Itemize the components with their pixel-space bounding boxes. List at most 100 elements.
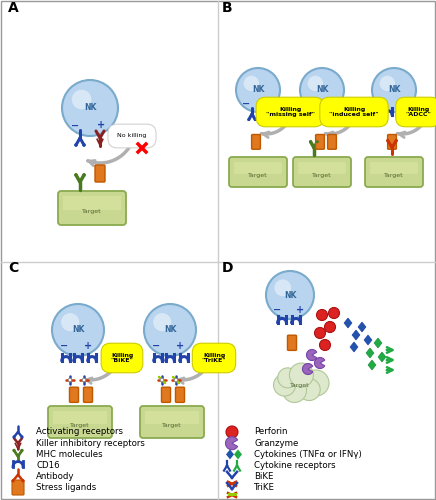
FancyBboxPatch shape bbox=[293, 157, 351, 187]
Circle shape bbox=[278, 368, 298, 388]
Circle shape bbox=[290, 363, 313, 387]
Circle shape bbox=[11, 479, 14, 482]
Text: −: − bbox=[152, 341, 160, 351]
Text: BiKE: BiKE bbox=[254, 472, 273, 482]
FancyBboxPatch shape bbox=[69, 387, 78, 402]
Circle shape bbox=[21, 479, 24, 482]
Text: Stress ligands: Stress ligands bbox=[36, 484, 96, 492]
Text: NK: NK bbox=[164, 326, 176, 334]
FancyBboxPatch shape bbox=[298, 162, 346, 174]
FancyBboxPatch shape bbox=[316, 134, 324, 149]
Circle shape bbox=[52, 304, 104, 356]
Circle shape bbox=[12, 436, 16, 438]
Text: NK: NK bbox=[84, 104, 96, 112]
Text: CD16: CD16 bbox=[36, 461, 60, 470]
FancyBboxPatch shape bbox=[229, 157, 287, 187]
Text: Killing
"missing self": Killing "missing self" bbox=[266, 106, 314, 118]
Text: Target: Target bbox=[290, 384, 310, 388]
Circle shape bbox=[20, 436, 24, 438]
Text: −: − bbox=[306, 98, 314, 108]
Wedge shape bbox=[314, 358, 325, 368]
Text: −: − bbox=[378, 98, 386, 108]
Circle shape bbox=[82, 173, 86, 177]
FancyBboxPatch shape bbox=[12, 480, 24, 495]
Circle shape bbox=[174, 378, 178, 382]
Circle shape bbox=[247, 118, 250, 121]
Circle shape bbox=[62, 80, 118, 136]
Circle shape bbox=[74, 143, 78, 147]
Circle shape bbox=[254, 118, 257, 121]
Circle shape bbox=[300, 68, 344, 112]
Text: Activating receptors: Activating receptors bbox=[36, 428, 123, 436]
FancyBboxPatch shape bbox=[145, 411, 199, 424]
Polygon shape bbox=[364, 335, 372, 345]
Text: A: A bbox=[8, 1, 19, 15]
Text: +: + bbox=[97, 120, 105, 130]
Text: Target: Target bbox=[82, 208, 102, 214]
Circle shape bbox=[273, 374, 296, 396]
Text: Killer inhibitory receptors: Killer inhibitory receptors bbox=[36, 438, 145, 448]
Text: Killing
"BiKE": Killing "BiKE" bbox=[111, 352, 133, 364]
Circle shape bbox=[298, 378, 320, 400]
FancyBboxPatch shape bbox=[327, 134, 337, 149]
Polygon shape bbox=[378, 352, 386, 362]
Text: Cytokine receptors: Cytokine receptors bbox=[254, 461, 336, 470]
Circle shape bbox=[20, 449, 24, 452]
Circle shape bbox=[61, 313, 79, 332]
Text: No killing: No killing bbox=[117, 134, 146, 138]
Text: +: + bbox=[327, 98, 335, 108]
Text: TriKE: TriKE bbox=[254, 484, 275, 492]
Text: B: B bbox=[222, 1, 233, 15]
Circle shape bbox=[303, 370, 329, 396]
Circle shape bbox=[226, 426, 238, 438]
Text: NK: NK bbox=[284, 290, 296, 300]
Circle shape bbox=[153, 313, 171, 332]
FancyBboxPatch shape bbox=[48, 406, 112, 438]
Circle shape bbox=[328, 308, 340, 318]
Polygon shape bbox=[344, 318, 352, 328]
FancyBboxPatch shape bbox=[95, 165, 105, 182]
Circle shape bbox=[317, 310, 327, 320]
FancyBboxPatch shape bbox=[63, 196, 121, 210]
Circle shape bbox=[82, 378, 86, 382]
Circle shape bbox=[72, 90, 92, 110]
Circle shape bbox=[316, 140, 319, 143]
FancyBboxPatch shape bbox=[140, 406, 204, 438]
Wedge shape bbox=[225, 436, 238, 450]
Polygon shape bbox=[350, 342, 358, 352]
Polygon shape bbox=[374, 338, 382, 348]
Polygon shape bbox=[352, 330, 360, 340]
Text: +: + bbox=[263, 98, 271, 108]
FancyBboxPatch shape bbox=[58, 191, 126, 225]
Circle shape bbox=[82, 143, 86, 147]
Circle shape bbox=[68, 378, 72, 382]
Text: Target: Target bbox=[384, 172, 404, 178]
Text: NK: NK bbox=[388, 86, 400, 94]
Circle shape bbox=[324, 322, 335, 332]
Text: Killing
"ADCC": Killing "ADCC" bbox=[405, 106, 431, 118]
Circle shape bbox=[320, 340, 330, 350]
Polygon shape bbox=[234, 450, 242, 460]
FancyBboxPatch shape bbox=[161, 387, 170, 402]
Text: Target: Target bbox=[70, 422, 90, 428]
Circle shape bbox=[236, 68, 280, 112]
Circle shape bbox=[395, 139, 398, 142]
FancyBboxPatch shape bbox=[234, 162, 282, 174]
Text: +: + bbox=[399, 98, 407, 108]
Wedge shape bbox=[303, 364, 313, 374]
FancyBboxPatch shape bbox=[175, 387, 184, 402]
Circle shape bbox=[283, 378, 307, 402]
Circle shape bbox=[314, 328, 326, 338]
FancyBboxPatch shape bbox=[287, 335, 296, 350]
Circle shape bbox=[144, 304, 196, 356]
FancyBboxPatch shape bbox=[252, 134, 260, 149]
Text: +: + bbox=[176, 341, 184, 351]
Wedge shape bbox=[307, 350, 317, 360]
Circle shape bbox=[380, 76, 395, 91]
Text: C: C bbox=[8, 261, 18, 275]
FancyBboxPatch shape bbox=[83, 387, 92, 402]
Text: Perforin: Perforin bbox=[254, 428, 287, 436]
Text: NK: NK bbox=[316, 86, 328, 94]
Text: Antibody: Antibody bbox=[36, 472, 75, 482]
Text: −: − bbox=[71, 120, 78, 130]
